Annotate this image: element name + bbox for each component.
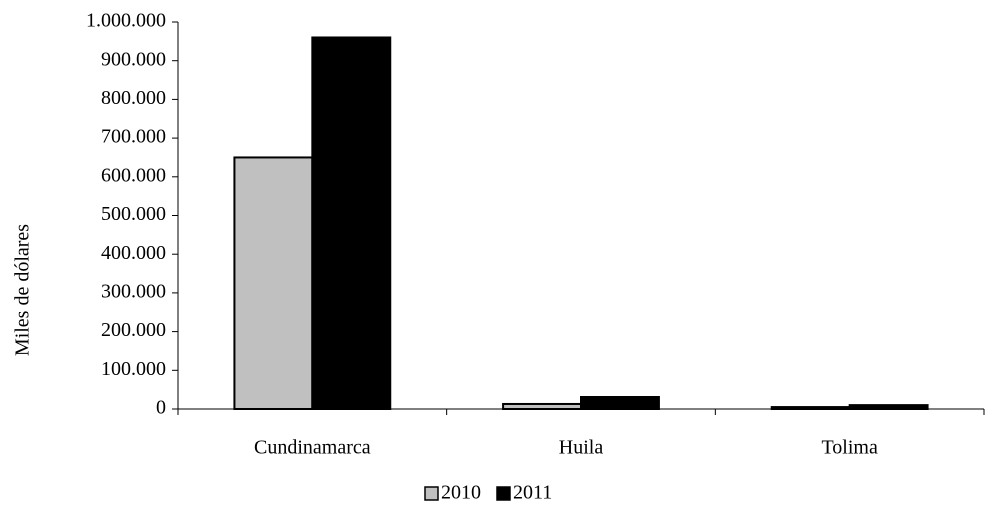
y-tick-label: 300.000 (101, 280, 166, 302)
x-tick-label: Huila (559, 437, 604, 459)
y-tick-label: 600.000 (101, 164, 166, 186)
y-tick-label: 500.000 (101, 203, 166, 225)
legend-label: 2010 (441, 482, 481, 504)
y-tick-label: 0 (156, 397, 166, 419)
legend-swatch (424, 486, 439, 501)
bar (502, 402, 582, 410)
legend-swatch (496, 486, 511, 501)
y-tick-label: 900.000 (101, 48, 166, 70)
legend-label: 2011 (513, 482, 552, 504)
y-tick-label: 700.000 (101, 126, 166, 148)
y-tick-label: 400.000 (101, 242, 166, 264)
y-tick-label: 200.000 (101, 319, 166, 341)
bar (233, 156, 314, 410)
y-tick-label: 800.000 (101, 87, 166, 109)
bar (311, 36, 392, 410)
bar (848, 404, 929, 411)
bar (580, 396, 660, 410)
x-tick-label: Tolima (821, 437, 877, 459)
y-tick-label: 100.000 (101, 358, 166, 380)
y-tick-label: 1.000.000 (86, 10, 166, 32)
x-tick-label: Cundinamarca (254, 437, 371, 459)
y-axis-title: Miles de dólares (12, 224, 34, 356)
